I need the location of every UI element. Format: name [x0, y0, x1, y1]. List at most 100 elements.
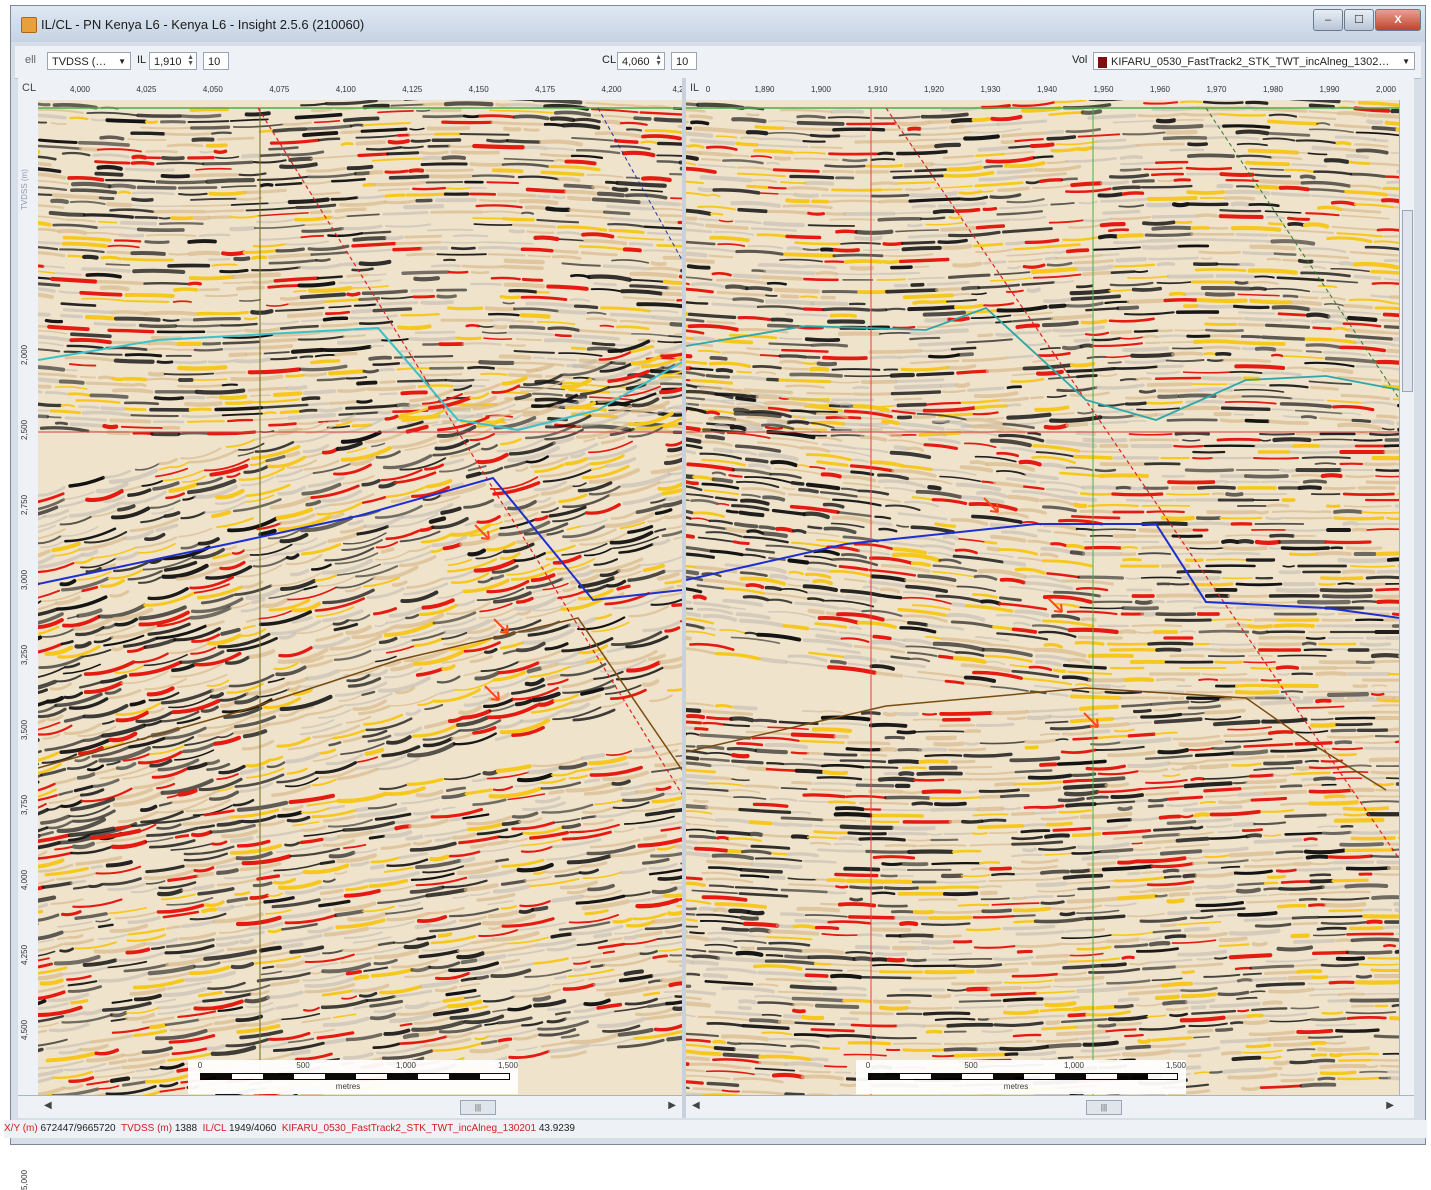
il-step-field[interactable]: 10	[203, 52, 229, 70]
cl-spinner[interactable]: 4,060 ▲ ▼	[617, 52, 665, 70]
fault-line-blue	[597, 107, 682, 261]
scale-bar-graphic	[200, 1073, 510, 1080]
seismic-image-right[interactable]	[686, 100, 1400, 1096]
scroll-left-arrow-icon[interactable]: ◀	[44, 1100, 52, 1111]
depth-tick-label: 4,000	[20, 869, 29, 890]
cl-step-field[interactable]: 10	[671, 52, 697, 70]
spin-arrows-icon[interactable]: ▲ ▼	[187, 54, 194, 67]
il-spinner[interactable]: 1,910 ▲ ▼	[149, 52, 197, 70]
horizontal-scrollbar-right[interactable]: ◀ ||| ▶	[686, 1095, 1414, 1118]
volume-color-swatch	[1098, 56, 1107, 68]
panel-splitter[interactable]	[682, 78, 686, 1118]
il-axis: IL 0 1,890 1,900 1,910 1,920 1,930 1,940 1,950 1…	[686, 78, 1414, 101]
scroll-right-arrow-icon[interactable]: ▶	[668, 1100, 676, 1111]
il-value: 1,910	[154, 56, 182, 68]
section-toolbar: ell TVDSS (… ▼ IL 1,910 ▲ ▼ 10 CL 4,060 ▲…	[15, 46, 1421, 79]
scale-tick: 1,500	[497, 1061, 519, 1070]
depth-domain-value: TVDSS (…	[52, 56, 107, 68]
close-button[interactable]: X	[1375, 9, 1421, 31]
scale-tick: 500	[296, 1061, 310, 1070]
il-tick-label: 1,920	[923, 85, 945, 94]
annotation-arrow-icon	[983, 497, 999, 513]
il-tick-label: 1,980	[1262, 85, 1284, 94]
ilcl-value: 1949/4060	[228, 1123, 277, 1134]
minimize-button[interactable]: –	[1313, 9, 1343, 31]
scroll-right-arrow-icon[interactable]: ▶	[1386, 1100, 1394, 1111]
cl-tick-label: 4,025	[136, 85, 157, 94]
depth-axis-label: TVDSS (m)	[20, 169, 29, 210]
scroll-thumb[interactable]: |||	[460, 1100, 496, 1115]
horizon-cyan	[686, 306, 1400, 421]
chevron-down-icon: ▼	[118, 57, 126, 66]
annotation-arrow-icon	[493, 618, 509, 634]
scale-bar-right: 0 500 1,000 1,500 metres	[856, 1060, 1186, 1094]
title-bar: IL/CL - PN Kenya L6 - Kenya L6 - Insight…	[11, 6, 1425, 42]
app-icon	[21, 17, 37, 33]
scale-tick: 1,000	[395, 1061, 417, 1070]
annotation-arrow-icon	[1083, 712, 1099, 728]
seismic-image-left[interactable]	[38, 100, 682, 1096]
il-tick-label: 1,940	[1036, 85, 1058, 94]
scale-tick: 1,500	[1165, 1061, 1187, 1070]
vertical-scroll-thumb[interactable]	[1402, 210, 1413, 392]
status-bar: X/Y (m) 672447/9665720 TVDSS (m) 1388 IL…	[4, 1120, 1427, 1138]
il-tick-label: 1,970	[1206, 85, 1227, 94]
chevron-down-icon: ▼	[1402, 53, 1410, 69]
scale-unit: metres	[1003, 1082, 1029, 1091]
scroll-left-arrow-icon[interactable]: ◀	[692, 1100, 700, 1111]
horizon-cyan	[38, 326, 682, 432]
depth-domain-select[interactable]: TVDSS (… ▼	[47, 52, 131, 70]
depth-tick-label: 2,750	[20, 494, 29, 515]
il-tick-label: 1,890	[754, 85, 775, 94]
spin-arrows-icon[interactable]: ▲ ▼	[655, 54, 662, 67]
cl-tick-label: 4,075	[269, 85, 290, 94]
depth-tick-label: 5,000	[20, 1169, 29, 1190]
scale-bar-graphic	[868, 1073, 1178, 1080]
seismic-canvas-left[interactable]	[38, 100, 682, 1096]
crossline-section-panel[interactable]: CL 4,000 4,025 4,050 4,075 4,100 4,125 4,150 4,…	[18, 78, 684, 1190]
vertical-scrollbar-right[interactable]	[1399, 100, 1414, 1096]
annotation-arrow-icon	[484, 685, 500, 701]
scale-unit: metres	[335, 1082, 361, 1091]
seismic-reflectors	[38, 100, 682, 1096]
scroll-thumb[interactable]: |||	[1086, 1100, 1122, 1115]
fault-line-red	[885, 107, 1400, 861]
il-tick-label: 1,900	[810, 85, 832, 94]
seismic-reflectors	[686, 100, 1400, 1096]
il-tick-label: 1,990	[1319, 85, 1340, 94]
il-tick-label: 1,910	[867, 85, 888, 94]
horizontal-scrollbar-left[interactable]: ◀ ||| ▶	[18, 1095, 682, 1118]
scale-tick: 1,000	[1063, 1061, 1085, 1070]
scale-tick: 0	[197, 1061, 203, 1070]
depth-tick-label: 3,750	[20, 794, 29, 815]
inline-section-panel[interactable]: IL 0 1,890 1,900 1,910 1,920 1,930 1,940 1,950 1…	[686, 78, 1414, 1118]
depth-axis: TVDSS (m) 2,000 2,500 2,750 3,000 3,250 3,500…	[18, 100, 39, 1190]
seismic-canvas-right[interactable]	[686, 100, 1400, 1096]
mode-label: ell	[25, 54, 37, 66]
horizon-brown	[686, 687, 1387, 791]
cl-step-value: 10	[676, 56, 689, 68]
tvdss-label: TVDSS (m)	[120, 1123, 173, 1134]
annotation-arrow-icon	[474, 524, 490, 540]
ilcl-label: IL/CL	[202, 1123, 227, 1134]
il-tick-label: 2,000	[1375, 85, 1397, 94]
maximize-button[interactable]: ☐	[1344, 9, 1374, 31]
scale-bar-left: 0 500 1,000 1,500 metres	[188, 1060, 518, 1094]
il-tick-label: 0	[705, 85, 711, 94]
volume-select[interactable]: KIFARU_0530_FastTrack2_STK_TWT_incAlneg_…	[1093, 52, 1415, 70]
annotation-arrow-icon	[1047, 597, 1063, 613]
cl-axis-name: CL	[22, 82, 37, 94]
il-tick-label: 1,930	[980, 85, 1001, 94]
cl-tick-label: 4,100	[335, 85, 356, 94]
depth-tick-label: 3,250	[20, 644, 29, 665]
window-title: IL/CL - PN Kenya L6 - Kenya L6 - Insight…	[41, 17, 365, 32]
cl-tick-label: 4,2	[672, 85, 684, 94]
cl-tick-label: 4,000	[69, 85, 91, 94]
horizon-blue	[686, 523, 1400, 619]
amplitude-value: 43.9239	[538, 1123, 575, 1134]
vol-label: Vol	[1072, 54, 1088, 66]
depth-tick-label: 2,500	[20, 419, 29, 440]
il-step-value: 10	[208, 56, 221, 68]
horizon-blue	[38, 476, 682, 602]
depth-tick-label: 3,500	[20, 719, 29, 740]
